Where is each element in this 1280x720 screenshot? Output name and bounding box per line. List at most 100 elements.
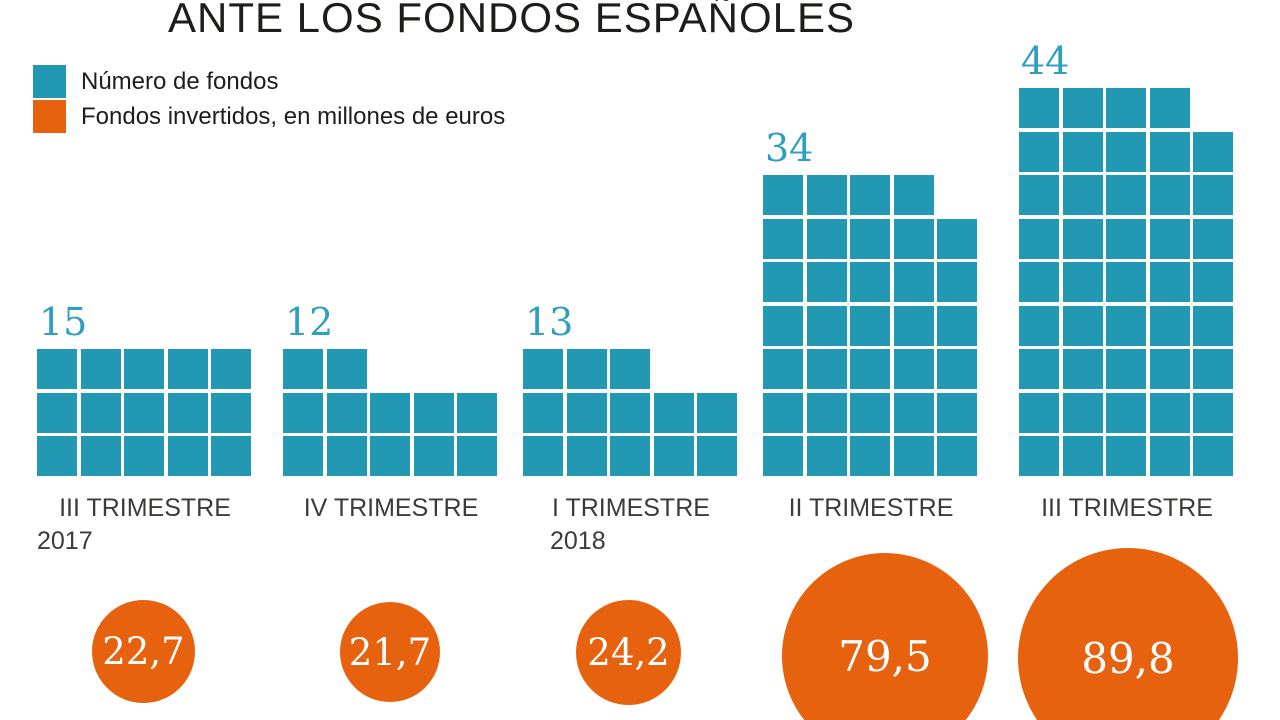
waffle-square [1106, 175, 1146, 215]
waffle-square [1062, 262, 1103, 302]
waffle-grid [283, 349, 497, 476]
waffle-square [763, 175, 803, 215]
invested-bubble-q3-2018: 89,8 [1018, 548, 1238, 720]
waffle-square [806, 305, 847, 346]
waffle-grid [523, 349, 737, 476]
waffle-square [1106, 131, 1146, 172]
waffle-row [523, 392, 737, 433]
waffle-row [283, 349, 497, 389]
waffle-square [763, 436, 803, 476]
waffle-square [457, 392, 497, 433]
waffle-row [1019, 131, 1233, 172]
waffle-row [1019, 349, 1233, 389]
waffle-square [610, 392, 650, 433]
waffle-row [763, 175, 977, 215]
waffle-row [763, 305, 977, 346]
waffle-square [1149, 88, 1190, 128]
waffle-square [850, 436, 890, 476]
waffle-square [1062, 436, 1103, 476]
waffle-row [763, 392, 977, 433]
waffle-square [283, 392, 323, 433]
legend-label: Número de fondos [81, 67, 279, 95]
legend-item-numero-de-fondos: Número de fondos [33, 64, 505, 99]
waffle-square [566, 392, 607, 433]
waffle-square [653, 436, 694, 476]
waffle-square [1106, 218, 1146, 259]
waffle-square [806, 218, 847, 259]
waffle-square [1062, 88, 1103, 128]
category-line1: I TRIMESTRE [552, 494, 710, 522]
bubble-value: 79,5 [838, 631, 932, 681]
waffle-square [806, 392, 847, 433]
waffle-square [124, 349, 164, 389]
waffle-square [1149, 305, 1190, 346]
waffle-square [37, 392, 77, 433]
waffle-square [1149, 436, 1190, 476]
waffle-square [283, 436, 323, 476]
category-label-q3-2017: III TRIMESTRE 2017 [37, 492, 253, 558]
waffle-square [1193, 262, 1233, 302]
bubble-value: 24,2 [587, 631, 670, 674]
waffle-group-q3-2017: 15 [37, 303, 251, 476]
waffle-square [763, 349, 803, 389]
category-line1: II TRIMESTRE [788, 494, 954, 522]
waffle-square [457, 436, 497, 476]
waffle-square [326, 349, 367, 389]
bubble-value: 89,8 [1081, 633, 1175, 683]
waffle-square [806, 349, 847, 389]
waffle-square [1149, 392, 1190, 433]
waffle-square [80, 436, 121, 476]
teal-square-swatch-icon [33, 65, 66, 98]
waffle-square [1019, 305, 1059, 346]
chart-title: ANTE LOS FONDOS ESPAÑOLES [168, 0, 856, 41]
waffle-row [283, 392, 497, 433]
category-label-q4-2017: IV TRIMESTRE [283, 492, 499, 525]
waffle-square [893, 349, 934, 389]
category-line1: III TRIMESTRE [1041, 494, 1213, 522]
waffle-square [124, 436, 164, 476]
waffle-square [211, 392, 251, 433]
waffle-square [1019, 88, 1059, 128]
waffle-square [1149, 262, 1190, 302]
invested-bubble-q1-2018: 24,2 [576, 600, 681, 705]
waffle-square [1193, 305, 1233, 346]
waffle-square [326, 436, 367, 476]
waffle-row [37, 392, 251, 433]
waffle-grid [763, 175, 977, 476]
waffle-square [1019, 349, 1059, 389]
waffle-square [80, 349, 121, 389]
fund-count-label: 12 [285, 300, 334, 344]
waffle-row [763, 262, 977, 302]
waffle-square [763, 305, 803, 346]
waffle-row [763, 218, 977, 259]
waffle-square [1193, 131, 1233, 172]
waffle-square [1062, 305, 1103, 346]
waffle-row [1019, 218, 1233, 259]
waffle-row [1019, 436, 1233, 476]
invested-bubble-q3-2017: 22,7 [92, 600, 195, 703]
waffle-square [1062, 175, 1103, 215]
waffle-square [1019, 392, 1059, 433]
waffle-square [697, 436, 737, 476]
waffle-row [523, 436, 737, 476]
waffle-row [523, 349, 737, 389]
waffle-square [1193, 349, 1233, 389]
waffle-square [1149, 349, 1190, 389]
waffle-square [893, 305, 934, 346]
waffle-row [1019, 262, 1233, 302]
waffle-square [370, 392, 410, 433]
category-line1: III TRIMESTRE [59, 494, 231, 522]
waffle-square [610, 436, 650, 476]
fund-count-label: 34 [765, 126, 814, 170]
waffle-square [893, 262, 934, 302]
waffle-row [1019, 305, 1233, 346]
fund-count-label: 15 [39, 300, 88, 344]
waffle-square [1149, 175, 1190, 215]
legend: Número de fondos Fondos invertidos, en m… [33, 64, 505, 134]
waffle-group-q2-2018: 34 [763, 129, 977, 476]
waffle-square [697, 392, 737, 433]
fund-count-label: 44 [1021, 39, 1070, 83]
waffle-square [893, 436, 934, 476]
category-label-q3-2018: III TRIMESTRE [1019, 492, 1235, 525]
waffle-square [211, 349, 251, 389]
